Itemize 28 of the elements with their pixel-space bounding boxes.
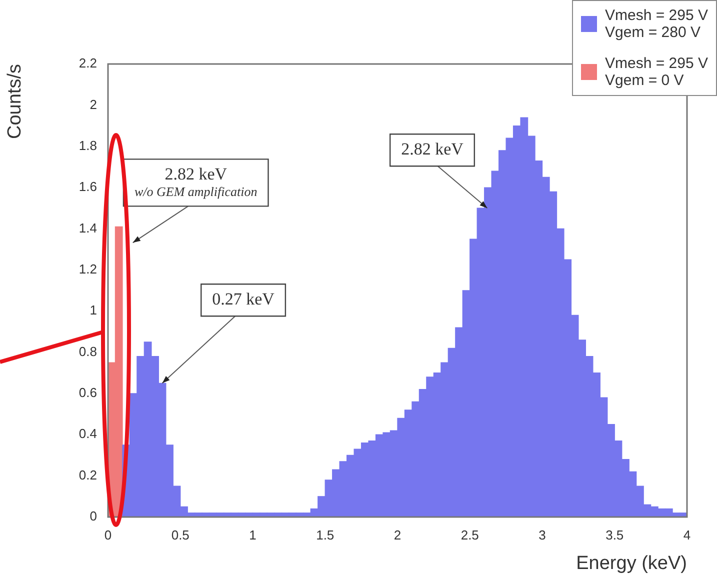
y-axis-title: Counts/s: [4, 64, 26, 139]
annotation: 0.27 keV: [212, 290, 276, 309]
x-tick-label: 2.5: [460, 527, 479, 542]
x-tick-label: 4: [683, 527, 691, 542]
y-tick-label: 1.2: [78, 261, 97, 276]
x-tick-label: 1.5: [316, 527, 334, 542]
x-tick-label: 0: [104, 527, 112, 542]
x-axis-title: Energy (keV): [576, 552, 687, 574]
legend-label: Vmesh = 295 V Vgem = 280 V: [605, 7, 708, 41]
x-tick-label: 2: [394, 527, 402, 542]
x-tick-label: 1: [249, 527, 256, 542]
x-tick-label: 0.5: [171, 527, 190, 542]
y-tick-label: 1.8: [78, 138, 97, 153]
y-tick-label: 0: [90, 508, 97, 524]
y-tick-label: 1.6: [78, 179, 97, 194]
x-tick-label: 3.5: [606, 527, 624, 542]
y-tick-label: 0.4: [78, 426, 97, 442]
legend-label: Vmesh = 295 V Vgem = 0 V: [605, 55, 708, 89]
y-tick-label: 0.6: [78, 385, 97, 400]
y-tick-label: 0.8: [78, 344, 97, 359]
y-tick-label: 1: [90, 302, 97, 318]
y-tick-label: 2: [90, 96, 97, 112]
annotation: 2.82 keV: [401, 140, 464, 159]
y-tick-label: 1.4: [78, 220, 97, 236]
y-tick-label: 0.2: [78, 467, 97, 482]
y-tick-label: 2.2: [78, 56, 97, 71]
x-tick-label: 3: [538, 527, 546, 542]
annotation: 2.82 keV w/o GEM amplification: [134, 164, 258, 200]
